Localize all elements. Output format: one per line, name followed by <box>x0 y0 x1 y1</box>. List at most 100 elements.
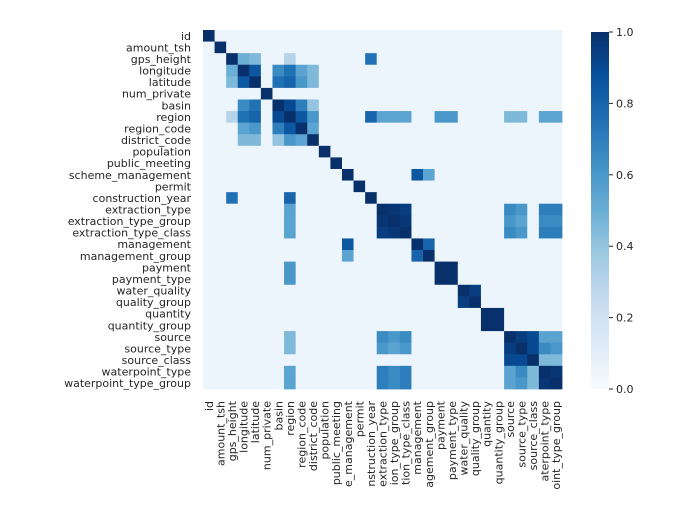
heatmap-cell <box>226 354 239 367</box>
heatmap-cell <box>353 331 366 344</box>
heatmap-cell <box>353 145 366 158</box>
heatmap-cell <box>376 238 389 251</box>
heatmap-cell <box>480 157 493 170</box>
heatmap-cell <box>492 354 505 367</box>
heatmap-cell <box>446 53 459 66</box>
heatmap-cell <box>480 377 493 390</box>
heatmap-cell <box>260 145 273 158</box>
heatmap-cell <box>550 99 563 112</box>
heatmap-cell <box>272 145 285 158</box>
heatmap-cell <box>365 99 378 112</box>
y-tick-label: extraction_type_group <box>68 215 191 228</box>
heatmap-cell <box>330 87 343 100</box>
heatmap-cell <box>376 284 389 297</box>
heatmap-cell <box>284 331 297 344</box>
heatmap-cell <box>214 331 227 344</box>
heatmap-cell <box>260 157 273 170</box>
heatmap-cell <box>399 41 412 54</box>
heatmap-cell <box>249 122 262 135</box>
heatmap-cell <box>295 273 308 286</box>
heatmap-cell <box>388 250 401 263</box>
heatmap-cell <box>434 377 447 390</box>
heatmap-cell <box>480 273 493 286</box>
heatmap-cell <box>527 192 540 205</box>
heatmap-cell <box>446 41 459 54</box>
heatmap-cell <box>504 76 517 89</box>
heatmap-cell <box>376 354 389 367</box>
heatmap-cell <box>515 180 528 193</box>
heatmap-cell <box>411 365 424 378</box>
heatmap-cell <box>527 168 540 181</box>
heatmap-cell <box>399 238 412 251</box>
heatmap-cell <box>226 111 239 124</box>
heatmap-cell <box>353 134 366 147</box>
heatmap-cell <box>226 307 239 320</box>
heatmap-cell <box>203 354 215 367</box>
heatmap-cell <box>260 41 273 54</box>
heatmap-cell <box>504 122 517 135</box>
heatmap-cell <box>295 157 308 170</box>
heatmap-cell <box>249 111 262 124</box>
heatmap-cell <box>249 64 262 77</box>
heatmap-cell <box>237 377 250 390</box>
heatmap-cell <box>480 168 493 181</box>
heatmap-cell <box>249 365 262 378</box>
heatmap-cell <box>411 238 424 251</box>
heatmap-cell <box>411 331 424 344</box>
heatmap-cell <box>457 134 470 147</box>
heatmap-cell <box>272 76 285 89</box>
heatmap-cell <box>411 226 424 239</box>
heatmap-cell <box>260 377 273 390</box>
heatmap-cell <box>272 215 285 228</box>
heatmap-cell <box>411 76 424 89</box>
heatmap-cell <box>550 377 563 390</box>
x-tick-label: longitude <box>238 401 251 453</box>
heatmap-cell <box>353 99 366 112</box>
heatmap-cell <box>527 76 540 89</box>
heatmap-cell <box>330 250 343 263</box>
heatmap-cell <box>284 122 297 135</box>
heatmap-cell <box>411 157 424 170</box>
heatmap-cell <box>249 53 262 66</box>
y-tick-label: district_code <box>121 134 191 147</box>
heatmap-cell <box>527 377 540 390</box>
heatmap-cell <box>423 377 436 390</box>
heatmap-cell <box>284 53 297 66</box>
heatmap-cell <box>434 226 447 239</box>
heatmap-cell <box>260 250 273 263</box>
heatmap-cell <box>203 64 215 77</box>
heatmap-cell <box>527 134 540 147</box>
heatmap-cell <box>550 203 563 216</box>
heatmap-cell <box>376 226 389 239</box>
heatmap-cell <box>249 145 262 158</box>
heatmap-cell <box>411 64 424 77</box>
heatmap-cell <box>457 261 470 274</box>
heatmap-cell <box>399 331 412 344</box>
heatmap-cell <box>388 203 401 216</box>
heatmap-cell <box>341 261 354 274</box>
heatmap-cell <box>365 377 378 390</box>
heatmap-cell <box>446 331 459 344</box>
colorbar-gradient <box>591 32 609 389</box>
heatmap-cell <box>388 342 401 355</box>
heatmap-cell <box>203 30 215 42</box>
heatmap-cell <box>434 99 447 112</box>
heatmap-cell <box>376 377 389 390</box>
heatmap-cell <box>527 203 540 216</box>
heatmap-cell <box>365 238 378 251</box>
heatmap-cell <box>318 296 331 309</box>
heatmap-cell <box>260 168 273 181</box>
heatmap-cell <box>284 64 297 77</box>
heatmap-cell <box>457 342 470 355</box>
colorbar-tick-label: 0.0 <box>616 383 634 396</box>
colorbar-ticks: 0.0 0.2 0.4 0.6 0.8 1.0 <box>609 26 634 396</box>
heatmap-cell <box>446 319 459 332</box>
heatmap-cell <box>538 192 551 205</box>
heatmap-cell <box>411 180 424 193</box>
heatmap-cell <box>203 87 215 100</box>
heatmap-cell <box>388 168 401 181</box>
heatmap-cell <box>226 261 239 274</box>
heatmap-cell <box>388 377 401 390</box>
y-tick-label: management <box>117 238 191 251</box>
heatmap-cell <box>446 296 459 309</box>
